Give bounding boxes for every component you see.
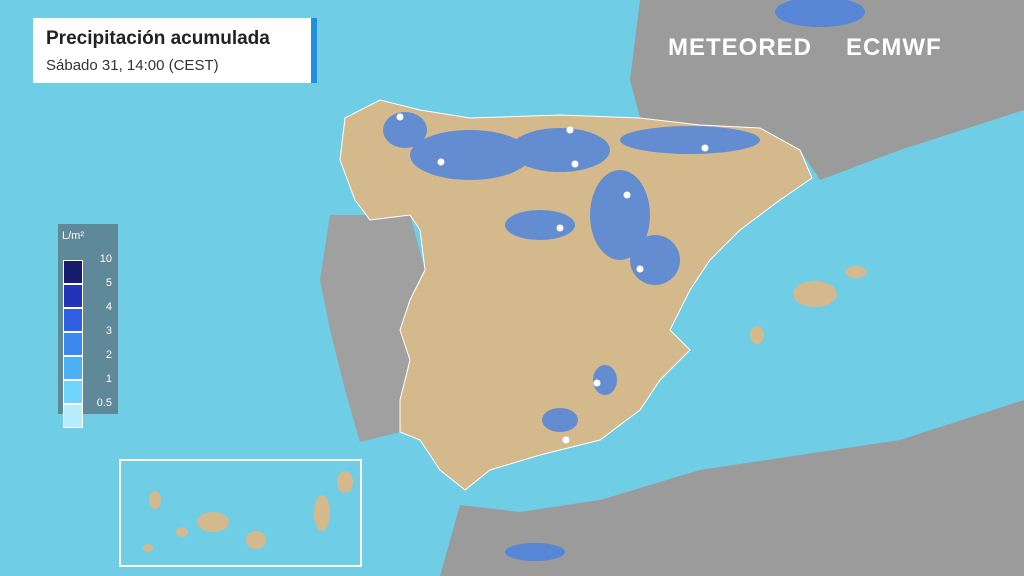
france [630,0,1024,180]
legend-label: 10 [99,253,112,265]
precipitation [383,0,865,561]
cities [396,113,709,444]
legend-label: 5 [105,277,112,289]
portugal [320,215,425,442]
legend-unit: L/m² [62,230,84,242]
mallorca [793,281,837,307]
africa [440,400,1024,576]
legend-swatch [63,356,83,380]
legend: L/m² 10 5 4 3 2 1 0.5 [58,224,118,428]
title-box: Precipitación acumulada Sábado 31, 14:00… [33,18,317,83]
logo-ecmwf: ECMWF [846,34,942,61]
legend-swatch [63,308,83,332]
legend-swatch [63,332,83,356]
ibiza [750,326,764,344]
title: Precipitación acumulada [46,28,270,49]
canary-islands [143,471,353,552]
legend-swatch [63,404,83,428]
legend-label: 2 [105,349,112,361]
legend-label: 1 [105,373,112,385]
spain [339,99,813,491]
legend-swatch [63,260,83,284]
legend-swatch [63,284,83,308]
menorca [845,266,867,278]
legend-swatch [63,380,83,404]
subtitle: Sábado 31, 14:00 (CEST) [46,57,219,74]
legend-label: 0.5 [96,397,112,409]
logo-meteored: METEORED [668,34,813,61]
legend-label: 3 [105,325,112,337]
legend-label: 4 [105,301,112,313]
canary-inset [119,459,362,567]
